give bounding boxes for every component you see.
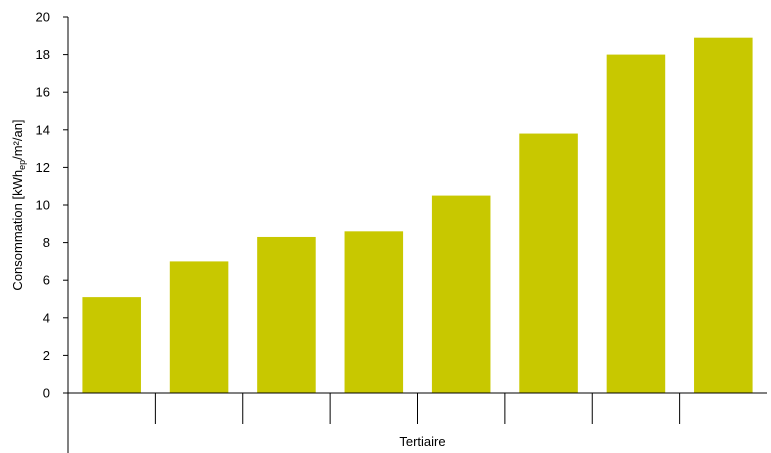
y-tick-label: 8 [43,235,50,250]
bar-1 [82,297,141,393]
y-tick-label: 10 [36,198,50,213]
y-tick-label: 12 [36,160,50,175]
bar-3 [257,236,316,393]
y-axis-title-subscript: ep [17,160,27,170]
y-tick-label: 2 [43,348,50,363]
y-tick-label: 14 [36,122,50,137]
bar-2 [169,261,229,393]
x-group-label: Tertiaire [399,434,445,449]
y-axis-ticks: 0 2 4 6 8 10 12 14 16 18 20 [36,10,68,401]
bar-6 [519,133,578,393]
y-axis-title: Consommation [kWhep/m²/an] [10,119,27,290]
bar-8 [694,37,753,394]
y-tick-label: 20 [36,10,50,25]
bar-7 [606,54,666,393]
category-dividers [154,393,681,424]
y-tick-label: 4 [43,310,50,325]
bar-4 [344,231,404,393]
y-axis-title-suffix: /m²/an] [10,119,25,159]
y-tick-label: 16 [36,85,50,100]
y-tick-label: 6 [43,273,50,288]
y-tick-label: 18 [36,47,50,62]
bars [82,37,753,394]
y-tick-label: 0 [43,386,50,401]
bar-5 [431,195,491,393]
y-axis-title-prefix: Consommation [kWh [10,170,25,291]
